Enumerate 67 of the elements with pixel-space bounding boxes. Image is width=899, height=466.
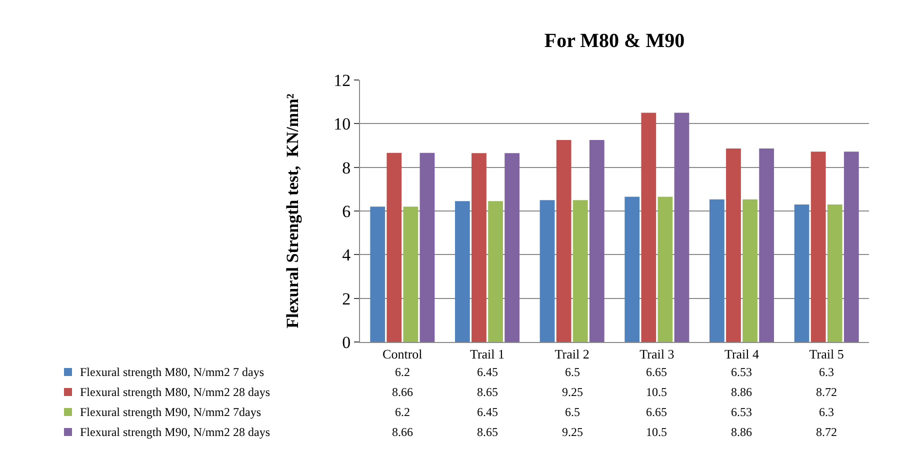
bar [572, 200, 588, 342]
data-label: 8.65 [477, 385, 498, 399]
bar [472, 153, 486, 342]
data-label: 9.25 [562, 385, 583, 399]
bar [709, 199, 724, 342]
data-label: 8.65 [477, 425, 498, 439]
bar [370, 206, 386, 342]
y-tick-label: 12 [334, 70, 351, 90]
data-label: 6.5 [565, 365, 580, 379]
data-label: 6.53 [731, 365, 752, 379]
bar [454, 201, 470, 342]
legend-label: Flexural strength M90, N/mm2 28 days [80, 425, 270, 439]
bar [742, 199, 758, 342]
bar [403, 206, 418, 342]
bar [641, 112, 656, 342]
data-label: 8.66 [392, 425, 413, 439]
bar [794, 204, 810, 342]
y-tick-label: 8 [342, 158, 351, 178]
bar [810, 152, 826, 342]
data-label: 8.86 [731, 385, 752, 399]
data-label: 9.25 [562, 425, 583, 439]
data-label: 10.5 [646, 385, 667, 399]
data-label: 8.72 [816, 385, 837, 399]
bar [420, 152, 435, 342]
bar [658, 196, 673, 342]
bar [386, 152, 402, 342]
bar [488, 201, 503, 342]
x-tick-label: Trail 5 [809, 346, 844, 362]
data-label: 6.65 [646, 365, 667, 379]
legend-label: Flexural strength M90, N/mm2 7days [80, 405, 262, 419]
bar [540, 200, 555, 342]
bar [556, 140, 572, 342]
x-tick-label: Control [382, 346, 423, 362]
legend-label: Flexural strength M80, N/mm2 7 days [80, 365, 264, 379]
bar [674, 112, 690, 342]
data-label: 8.72 [816, 425, 837, 439]
data-label: 8.66 [392, 385, 413, 399]
y-tick-label: 6 [342, 202, 351, 221]
x-tick-label: Trail 2 [554, 346, 590, 362]
bar [624, 196, 640, 342]
data-label: 6.53 [731, 405, 752, 419]
data-label: 10.5 [646, 425, 667, 439]
data-label: 6.45 [477, 365, 498, 379]
y-tick-label: 10 [334, 114, 351, 134]
data-label: 8.86 [731, 425, 752, 439]
data-label: 6.2 [395, 365, 410, 379]
bar [726, 148, 741, 342]
y-tick-label: 0 [342, 332, 351, 352]
y-axis-title: Flexural Strength test, KN/mm² [283, 94, 302, 328]
x-tick-label: Trail 4 [724, 346, 760, 362]
bar [844, 152, 859, 342]
bar [827, 204, 842, 342]
data-label: 6.45 [477, 405, 498, 419]
chart-title: For M80 & M90 [544, 30, 685, 52]
data-label: 6.3 [819, 405, 834, 419]
y-tick-label: 2 [342, 289, 351, 308]
bar [589, 140, 604, 342]
legend-label: Flexural strength M80, N/mm2 28 days [80, 385, 270, 399]
data-label: 6.3 [819, 365, 834, 379]
data-label: 6.65 [646, 405, 667, 419]
bar [504, 153, 520, 342]
data-label: 6.2 [395, 405, 410, 419]
data-label: 6.5 [565, 405, 580, 419]
bar [759, 148, 774, 342]
y-tick-label: 4 [342, 246, 352, 265]
x-tick-label: Trail 3 [640, 346, 674, 362]
x-tick-label: Trail 1 [470, 346, 505, 362]
